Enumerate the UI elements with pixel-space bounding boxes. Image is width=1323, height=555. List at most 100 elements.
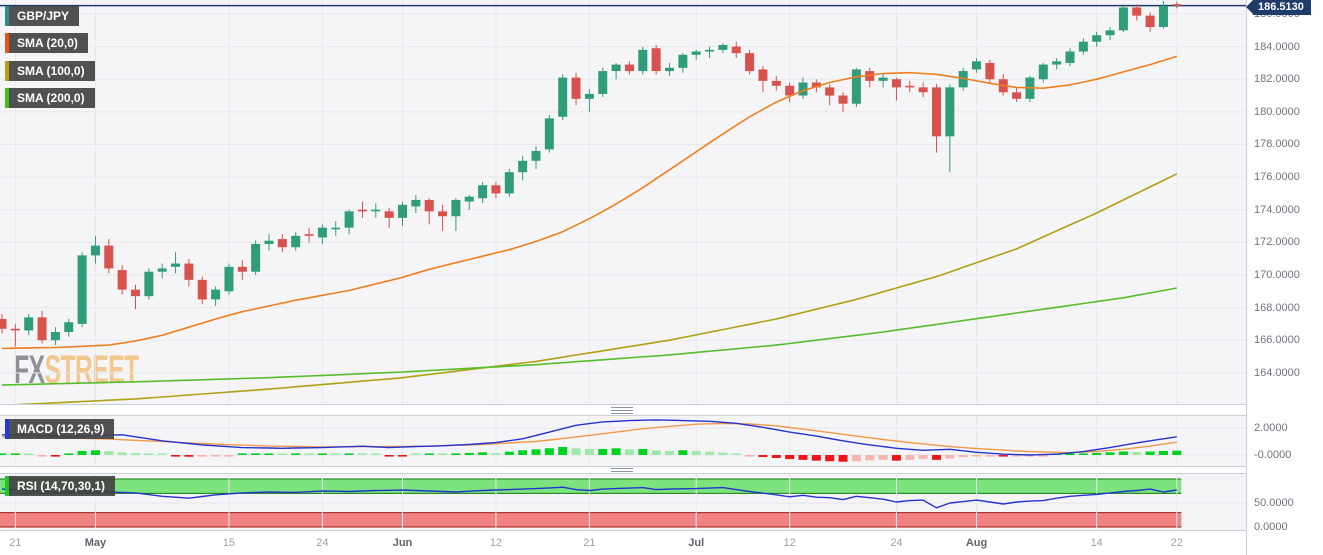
price-axis-label: 178.0000 (1254, 138, 1300, 151)
candle-down (838, 95, 848, 104)
panel-resize-handle-icon[interactable] (611, 407, 633, 415)
price-axis-label: 174.0000 (1254, 203, 1300, 216)
macd-histogram-bar (878, 455, 888, 460)
candle-up (411, 199, 421, 207)
legend-sma200-chip[interactable]: SMA (200,0) (5, 88, 95, 108)
candle-down (117, 270, 127, 290)
candle-down (905, 85, 915, 88)
candle-down (811, 82, 821, 88)
symbol-color-swatch (5, 6, 9, 26)
candle-down (758, 69, 768, 81)
candle-down (932, 87, 941, 137)
macd-histogram-bar (184, 455, 194, 457)
macd-histogram-bar (384, 455, 394, 457)
candle-up (331, 227, 341, 230)
candle-down (104, 245, 114, 269)
macd-histogram-bar (558, 446, 568, 455)
macd-axis-label: 2.0000 (1254, 422, 1288, 434)
macd-histogram-bar (464, 452, 474, 455)
time-axis[interactable]: 21 May 15 24 Jun 12 21 Jul 12 24 Aug 14 22 (0, 530, 1246, 555)
price-axis-label: 184.0000 (1254, 40, 1300, 53)
panel-divider (0, 404, 1246, 416)
candle-up (945, 87, 955, 137)
rsi-indicator-chip[interactable]: RSI (14,70,30,1) (5, 476, 116, 496)
time-axis-label: 21 (9, 537, 22, 549)
candle-up (157, 268, 167, 272)
candle-down (37, 317, 47, 341)
time-axis-label: 24 (890, 537, 903, 549)
macd-histogram-bar (651, 450, 661, 455)
candle-up (64, 322, 74, 333)
time-axis-label: 15 (222, 537, 236, 549)
time-axis-label: 24 (316, 537, 329, 549)
macd-histogram-bar (665, 450, 674, 455)
macd-histogram-bar (972, 455, 982, 457)
rsi-chart-canvas[interactable] (0, 474, 1246, 530)
candle-up (1052, 61, 1062, 65)
price-axis-label: 176.0000 (1254, 171, 1300, 184)
candle-up (77, 255, 87, 324)
macd-histogram-bar (398, 455, 407, 457)
macd-histogram-bar (478, 452, 488, 455)
macd-histogram-bar (331, 453, 341, 455)
macd-indicator-chip[interactable]: MACD (12,26,9) (5, 419, 115, 439)
macd-histogram-bar (277, 453, 287, 455)
sma200-label: SMA (200,0) (9, 88, 95, 108)
candle-down (785, 85, 795, 96)
candle-down (438, 211, 448, 217)
time-axis-label: Jul (688, 537, 705, 549)
candle-up (371, 209, 381, 212)
candle-up (531, 151, 541, 161)
macd-panel[interactable]: MACD (12,26,9) (0, 416, 1246, 466)
macd-histogram-bar (171, 455, 181, 457)
sma20-line (1, 55, 1178, 350)
time-axis-label: 12 (783, 537, 796, 549)
candle-up (264, 240, 274, 244)
macd-histogram-bar (90, 450, 100, 455)
legend-symbol-chip[interactable]: GBP/JPY (5, 6, 80, 26)
candle-down (1012, 92, 1022, 99)
candle-down (384, 211, 394, 218)
price-axis[interactable]: 186.5130 186.0000184.0000182.0000180.000… (1246, 0, 1323, 555)
macd-histogram-bar (357, 453, 367, 455)
candle-up (598, 71, 608, 94)
macd-histogram-bar (504, 451, 514, 455)
rsi-panel[interactable]: RSI (14,70,30,1) (0, 474, 1246, 530)
macd-line (1, 419, 1177, 456)
sma200-line (1, 287, 1177, 386)
legend-sma20-chip[interactable]: SMA (20,0) (5, 33, 88, 53)
sma20-color-swatch (5, 33, 9, 53)
macd-histogram-bar (237, 453, 247, 455)
candle-up (611, 64, 621, 72)
price-panel[interactable]: FXSTREET GBP/JPY SMA (20,0) SMA (100,0) … (0, 0, 1246, 404)
candle-down (237, 266, 247, 272)
candle-down (1145, 15, 1155, 28)
panel-resize-handle-icon[interactable] (611, 468, 633, 474)
candle-up (705, 49, 715, 52)
candle-up (851, 69, 861, 104)
rsi-color-swatch (5, 476, 9, 496)
macd-histogram-bar (264, 453, 274, 455)
candle-up (398, 204, 407, 218)
candle-down (624, 64, 634, 72)
candle-up (1038, 64, 1048, 80)
candle-up (344, 211, 354, 228)
candle-down (424, 199, 434, 212)
macd-histogram-bar (798, 455, 808, 460)
price-chart-canvas[interactable] (0, 0, 1246, 404)
candle-up (718, 44, 728, 50)
candle-up (251, 243, 261, 272)
macd-chart-canvas[interactable] (0, 416, 1246, 466)
macd-histogram-bar (985, 455, 995, 457)
time-axis-label: Aug (965, 537, 988, 549)
macd-histogram-bar (705, 451, 715, 455)
rsi-axis-label: 0.0000 (1254, 521, 1288, 533)
sma100-color-swatch (5, 61, 9, 81)
time-axis-label: Jun (392, 537, 413, 549)
sma200-color-swatch (5, 88, 9, 108)
macd-histogram-bar (64, 453, 74, 455)
macd-histogram-bar (918, 455, 928, 460)
legend-sma100-chip[interactable]: SMA (100,0) (5, 61, 95, 81)
candle-up (638, 49, 648, 72)
